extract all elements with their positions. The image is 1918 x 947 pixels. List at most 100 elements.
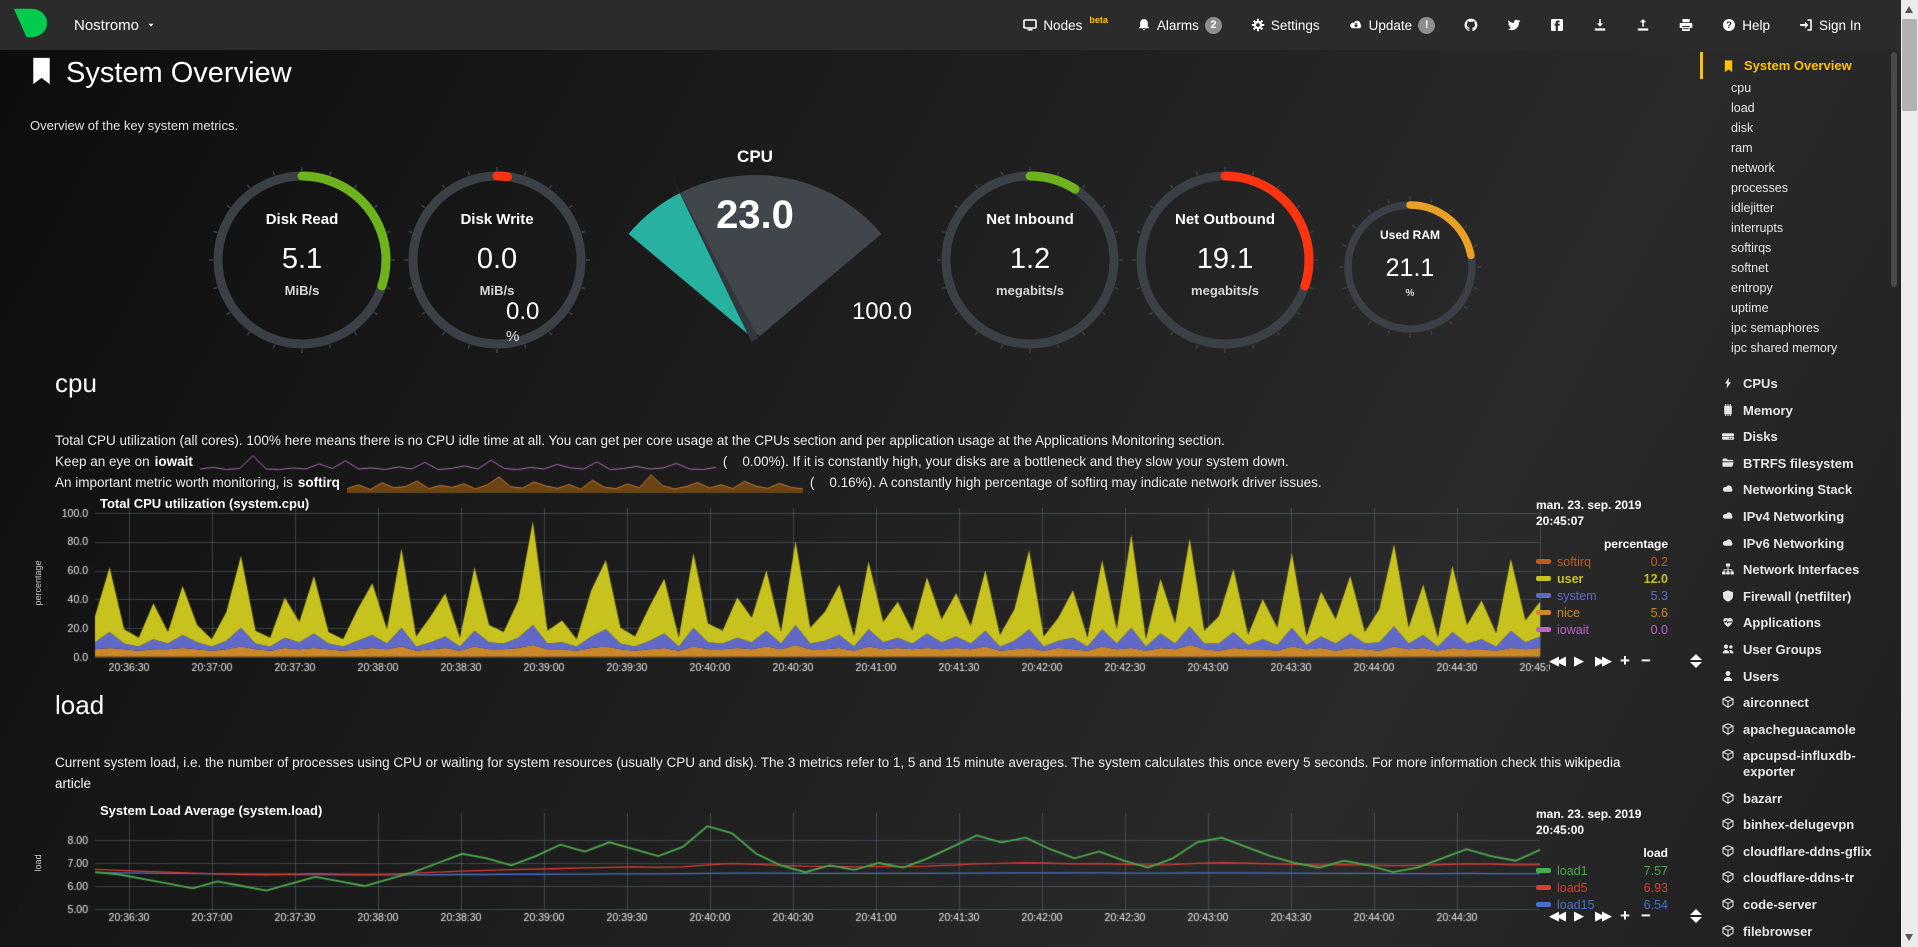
sidebar-item-disk[interactable]: disk: [1700, 119, 1892, 139]
sidebar-item-applications[interactable]: Applications: [1700, 610, 1892, 637]
pan-forward-icon[interactable]: ▶▶: [1595, 653, 1612, 668]
sidebar-item-cloudflare-ddns-gflix[interactable]: cloudflare-ddns-gflix: [1700, 838, 1892, 865]
sidebar-item-label: cpu: [1731, 81, 1752, 96]
softirq-sparkline[interactable]: [344, 471, 805, 494]
zoom-in-icon[interactable]: +: [1620, 906, 1630, 925]
nav-download[interactable]: [1593, 18, 1607, 32]
nav-signin[interactable]: Sign In: [1799, 18, 1861, 33]
pan-backward-icon[interactable]: ◀◀: [1549, 653, 1566, 668]
svg-text:?: ?: [1726, 20, 1732, 31]
zoom-in-icon[interactable]: +: [1620, 651, 1630, 670]
sidebar-item-ipv6[interactable]: IPv6 Networking: [1700, 530, 1892, 557]
page-scrollbar[interactable]: [1901, 0, 1918, 947]
pan-backward-icon[interactable]: ◀◀: [1549, 908, 1566, 923]
sidebar-item-softnet[interactable]: softnet: [1700, 259, 1892, 279]
sidebar-item-idlejitter[interactable]: idlejitter: [1700, 199, 1892, 219]
sidebar-item-btrfs[interactable]: BTRFS filesystem: [1700, 450, 1892, 477]
legend-row-softirq[interactable]: softirq 0.2: [1536, 553, 1668, 570]
zoom-out-icon[interactable]: −: [1640, 651, 1651, 670]
sidebar-item-users[interactable]: Users: [1700, 663, 1892, 690]
sidebar-item-firewall[interactable]: Firewall (netfilter): [1700, 583, 1892, 610]
section-heading-load[interactable]: load: [55, 690, 105, 720]
sidebar-item-processes[interactable]: processes: [1700, 179, 1892, 199]
cpu-gauge[interactable]: CPU 23.0 0.0 % 100.0: [500, 135, 930, 370]
sidebar-item-binhex-delugevpn[interactable]: binhex-delugevpn: [1700, 812, 1892, 839]
sidebar-item-ram[interactable]: ram: [1700, 139, 1892, 159]
sidebar-item-apcupsd-influxdb-exporter[interactable]: apcupsd-influxdb-exporter: [1700, 743, 1892, 785]
gauge-disk-read[interactable]: Disk Read 5.1 MiB/s: [207, 165, 397, 355]
netdata-logo[interactable]: [12, 8, 48, 43]
nav-github[interactable]: [1464, 18, 1478, 32]
sidebar-item-cpus[interactable]: CPUs: [1700, 371, 1892, 398]
gauge-used-ram[interactable]: Used RAM 21.1%: [1335, 192, 1485, 342]
legend-row-nice[interactable]: nice 5.6: [1536, 604, 1668, 621]
resize-icon[interactable]: [1689, 909, 1702, 923]
sidebar-scrollbar[interactable]: [1891, 50, 1897, 947]
sidebar-item-networking-stack[interactable]: Networking Stack: [1700, 477, 1892, 504]
legend-time: 20:45:00: [1536, 823, 1585, 837]
load-chart[interactable]: [30, 795, 1550, 947]
sidebar-item-label: softnet: [1731, 261, 1769, 276]
cube-icon: [1722, 818, 1734, 831]
wikipedia-article-link[interactable]: wikipedia article: [55, 755, 1621, 791]
cloud-icon: [1722, 510, 1734, 522]
gauge-disk-read-label: Disk Read: [265, 211, 339, 228]
legend-row-system[interactable]: system 5.3: [1536, 587, 1668, 604]
legend-row-load5[interactable]: load5 6.93: [1536, 879, 1668, 896]
sidebar-item-entropy[interactable]: entropy: [1700, 279, 1892, 299]
sidebar-item-load[interactable]: load: [1700, 99, 1892, 119]
sidebar-item-apacheguacamole[interactable]: apacheguacamole: [1700, 716, 1892, 743]
sidebar-item-memory[interactable]: Memory: [1700, 397, 1892, 424]
sidebar-item-code-server[interactable]: code-server: [1700, 891, 1892, 918]
scroll-down-arrow[interactable]: [1905, 934, 1913, 941]
legend-row-load15[interactable]: load15 6.54: [1536, 896, 1668, 913]
sidebar-item-user-groups[interactable]: User Groups: [1700, 637, 1892, 664]
sidebar-item-softirqs[interactable]: softirqs: [1700, 239, 1892, 259]
page-scrollbar-thumb[interactable]: [1902, 19, 1917, 111]
sidebar-item-cloudflare-ddns-tr[interactable]: cloudflare-ddns-tr: [1700, 865, 1892, 892]
sidebar-item-bazarr[interactable]: bazarr: [1700, 785, 1892, 812]
sidebar-item-network-interfaces[interactable]: Network Interfaces: [1700, 557, 1892, 584]
legend-row-iowait[interactable]: iowait 0.0: [1536, 621, 1668, 638]
nav-settings[interactable]: Settings: [1251, 18, 1320, 33]
sidebar-item-system-overview[interactable]: System Overview: [1700, 52, 1892, 79]
monitor-icon: [1023, 18, 1038, 32]
nav-help[interactable]: ? Help: [1722, 18, 1770, 33]
gauge-net-inbound[interactable]: Net Inbound 1.2 megabits/s: [935, 165, 1125, 355]
sidebar-item-airconnect[interactable]: airconnect: [1700, 690, 1892, 717]
sidebar-item-uptime[interactable]: uptime: [1700, 299, 1892, 319]
sidebar-item-label: Users: [1743, 668, 1780, 684]
sidebar-scrollbar-thumb[interactable]: [1891, 52, 1897, 287]
nav-update[interactable]: Update!: [1349, 16, 1436, 34]
hostname-dropdown[interactable]: Nostromo: [74, 17, 156, 34]
zoom-out-icon[interactable]: −: [1640, 906, 1651, 925]
gauge-disk-write[interactable]: Disk Write 0.0 MiB/s: [402, 165, 592, 355]
sidebar-item-network[interactable]: network: [1700, 159, 1892, 179]
iowait-sparkline[interactable]: [197, 452, 718, 471]
sidebar-item-ipc-semaphores[interactable]: ipc semaphores: [1700, 319, 1892, 339]
nav-print[interactable]: [1679, 18, 1693, 32]
nav-upload[interactable]: [1636, 18, 1650, 32]
sidebar-item-ipv4[interactable]: IPv4 Networking: [1700, 504, 1892, 531]
sidebar-item-cpu[interactable]: cpu: [1700, 79, 1892, 99]
gauge-net-outbound[interactable]: Net Outbound 19.1 megabits/s: [1130, 165, 1320, 355]
nav-twitter[interactable]: [1507, 18, 1521, 32]
legend-row-user[interactable]: user 12.0: [1536, 570, 1668, 587]
section-heading-cpu[interactable]: cpu: [55, 368, 97, 398]
nav-facebook[interactable]: [1550, 18, 1564, 32]
scroll-up-arrow[interactable]: [1905, 6, 1913, 13]
nav-alarms[interactable]: Alarms 2: [1137, 16, 1222, 34]
sidebar-item-filebrowser[interactable]: filebrowser: [1700, 918, 1892, 945]
sidebar-item-interrupts[interactable]: interrupts: [1700, 219, 1892, 239]
play-icon[interactable]: ▶: [1574, 653, 1584, 668]
play-icon[interactable]: ▶: [1574, 908, 1584, 923]
legend-row-load1[interactable]: load1 7.57: [1536, 862, 1668, 879]
cpu-chart[interactable]: [30, 490, 1550, 690]
resize-icon[interactable]: [1689, 654, 1702, 668]
sidebar-item-ipc-shared-memory[interactable]: ipc shared memory: [1700, 339, 1892, 359]
shield-icon: [1722, 590, 1734, 602]
gauge-net-outbound-label: Net Outbound: [1175, 211, 1275, 228]
nav-nodes[interactable]: Nodes beta: [1023, 15, 1108, 33]
sidebar-item-disks[interactable]: Disks: [1700, 424, 1892, 451]
pan-forward-icon[interactable]: ▶▶: [1595, 908, 1612, 923]
